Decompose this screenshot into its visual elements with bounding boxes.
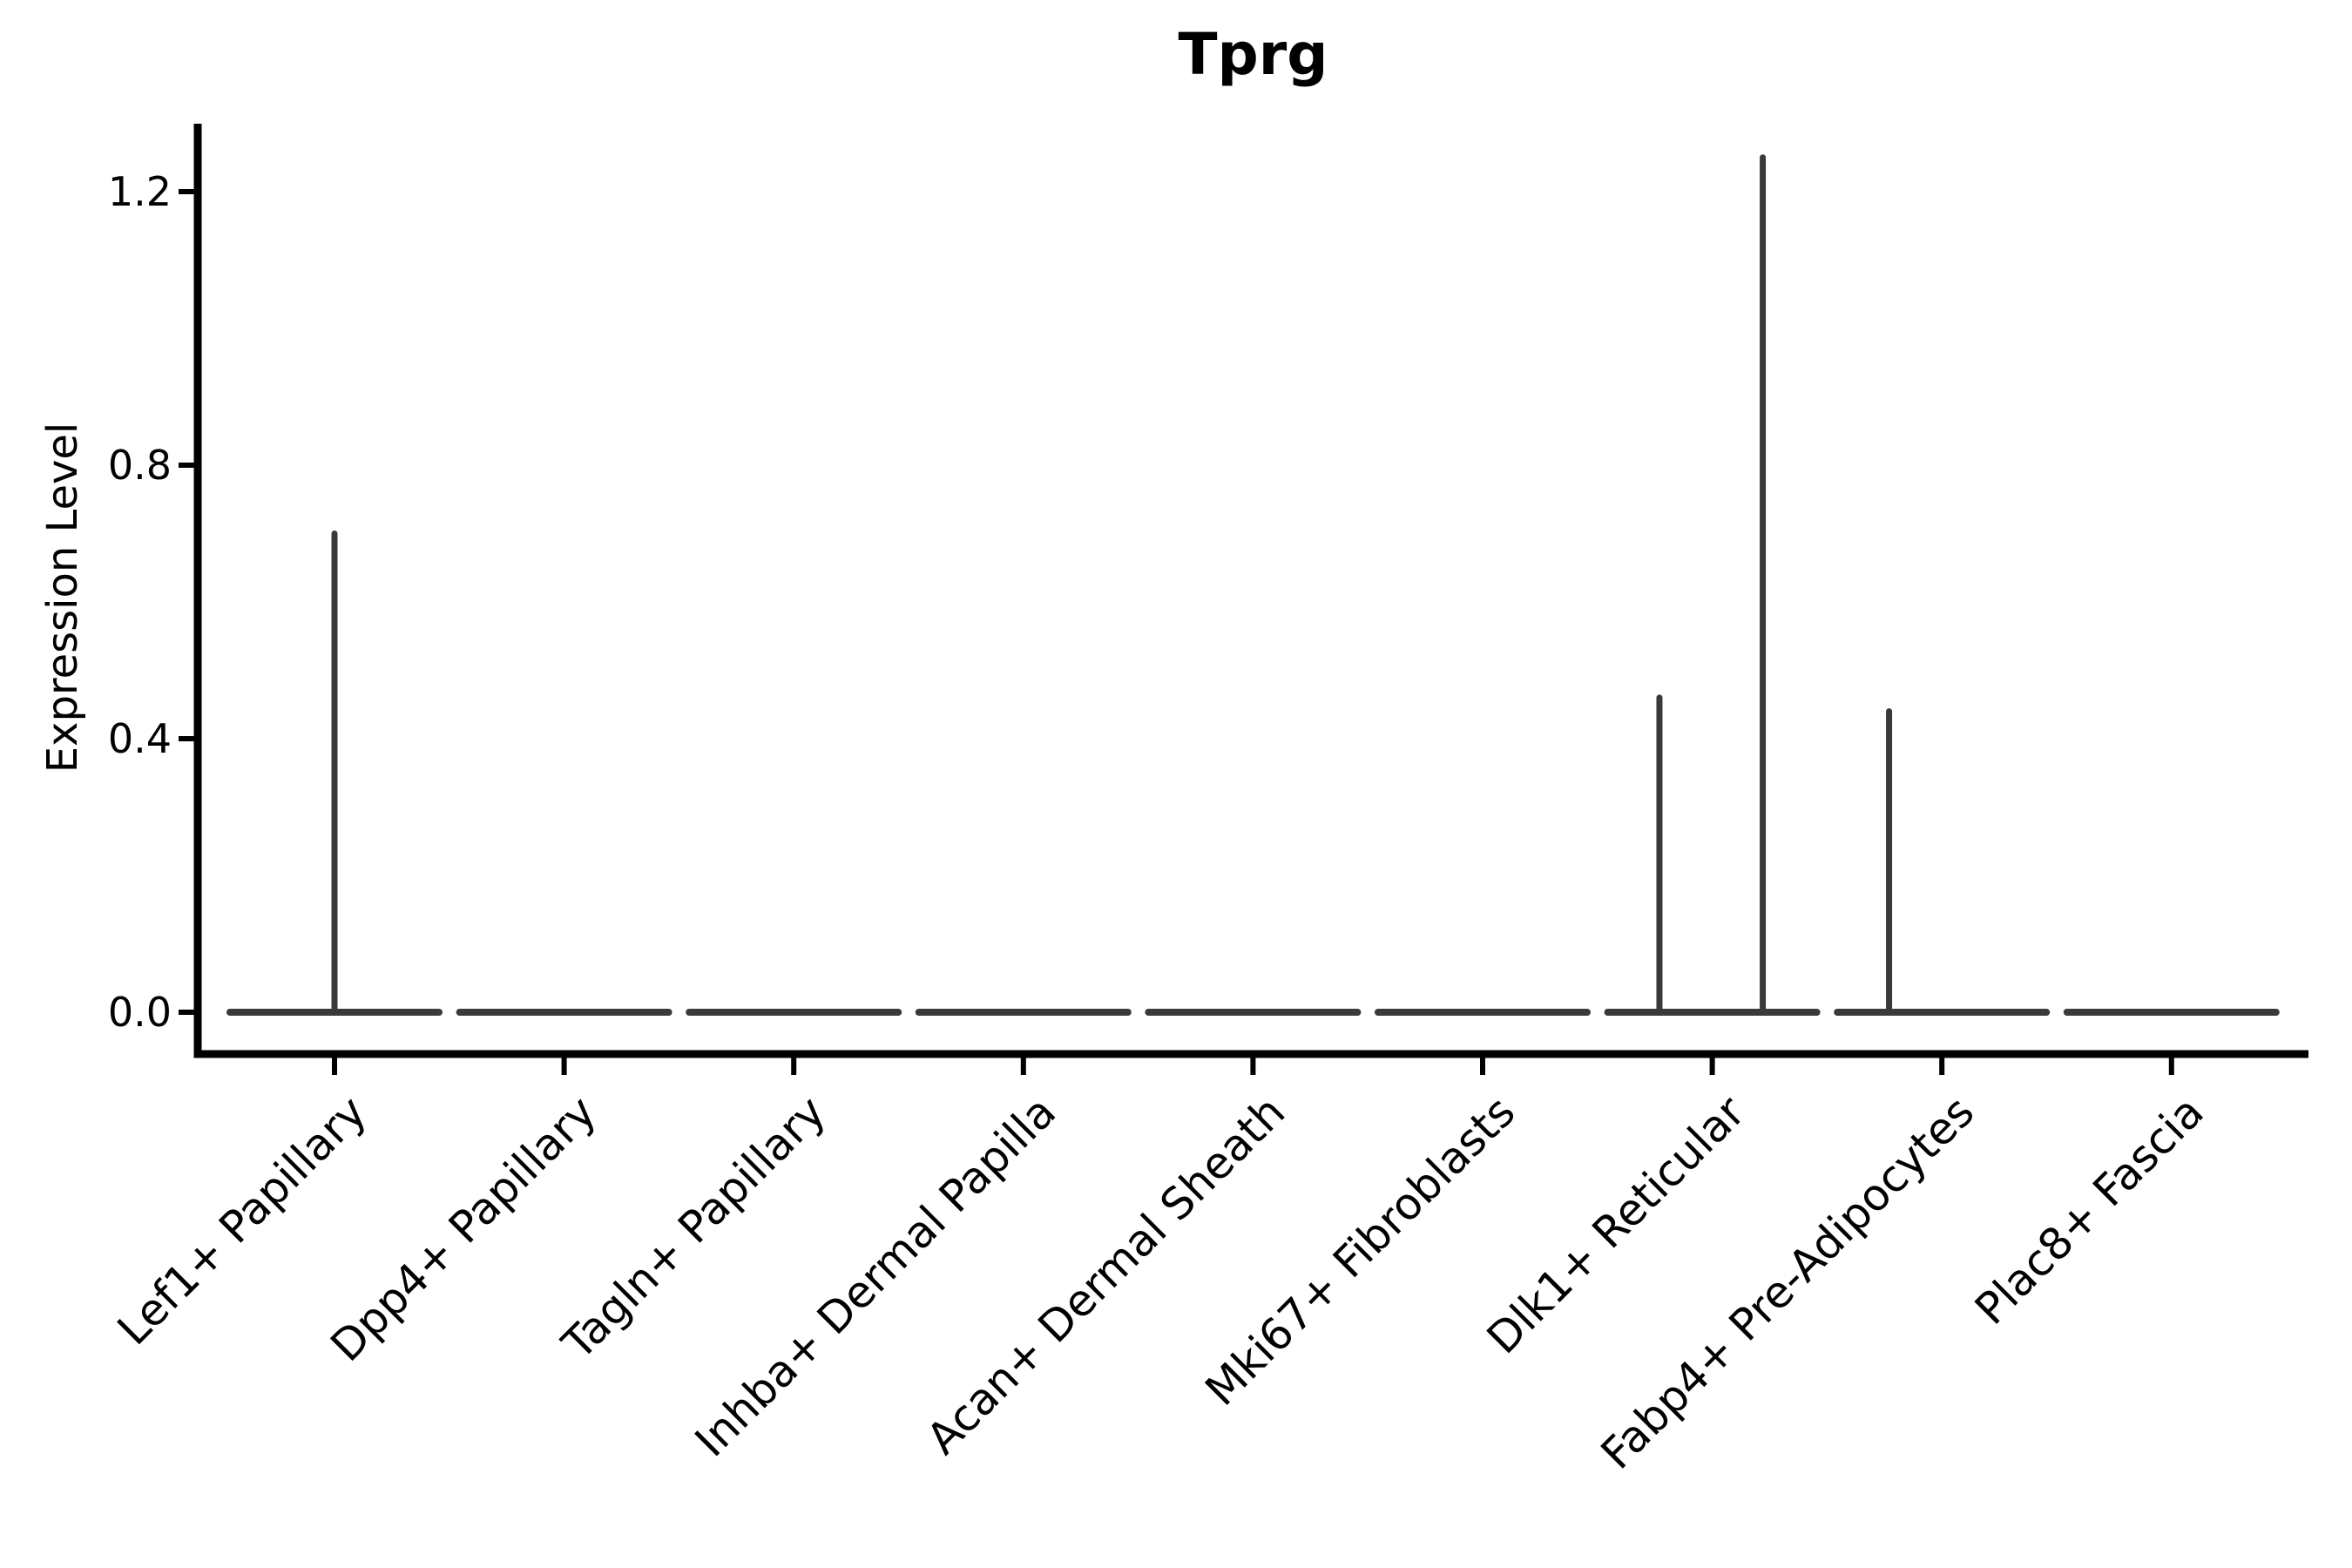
violin-7 <box>1604 154 1821 1016</box>
y-tick-label: 1.2 <box>107 168 172 215</box>
violins <box>226 154 2280 1016</box>
y-tick-label: 0.0 <box>107 989 172 1036</box>
y-tick-label: 0.8 <box>107 442 172 489</box>
axes <box>179 124 2308 1075</box>
y-tick-label: 0.4 <box>107 715 172 762</box>
violin-1 <box>226 531 443 1016</box>
violin-8 <box>1834 708 2051 1016</box>
chart-title: Tprg <box>1178 21 1328 88</box>
